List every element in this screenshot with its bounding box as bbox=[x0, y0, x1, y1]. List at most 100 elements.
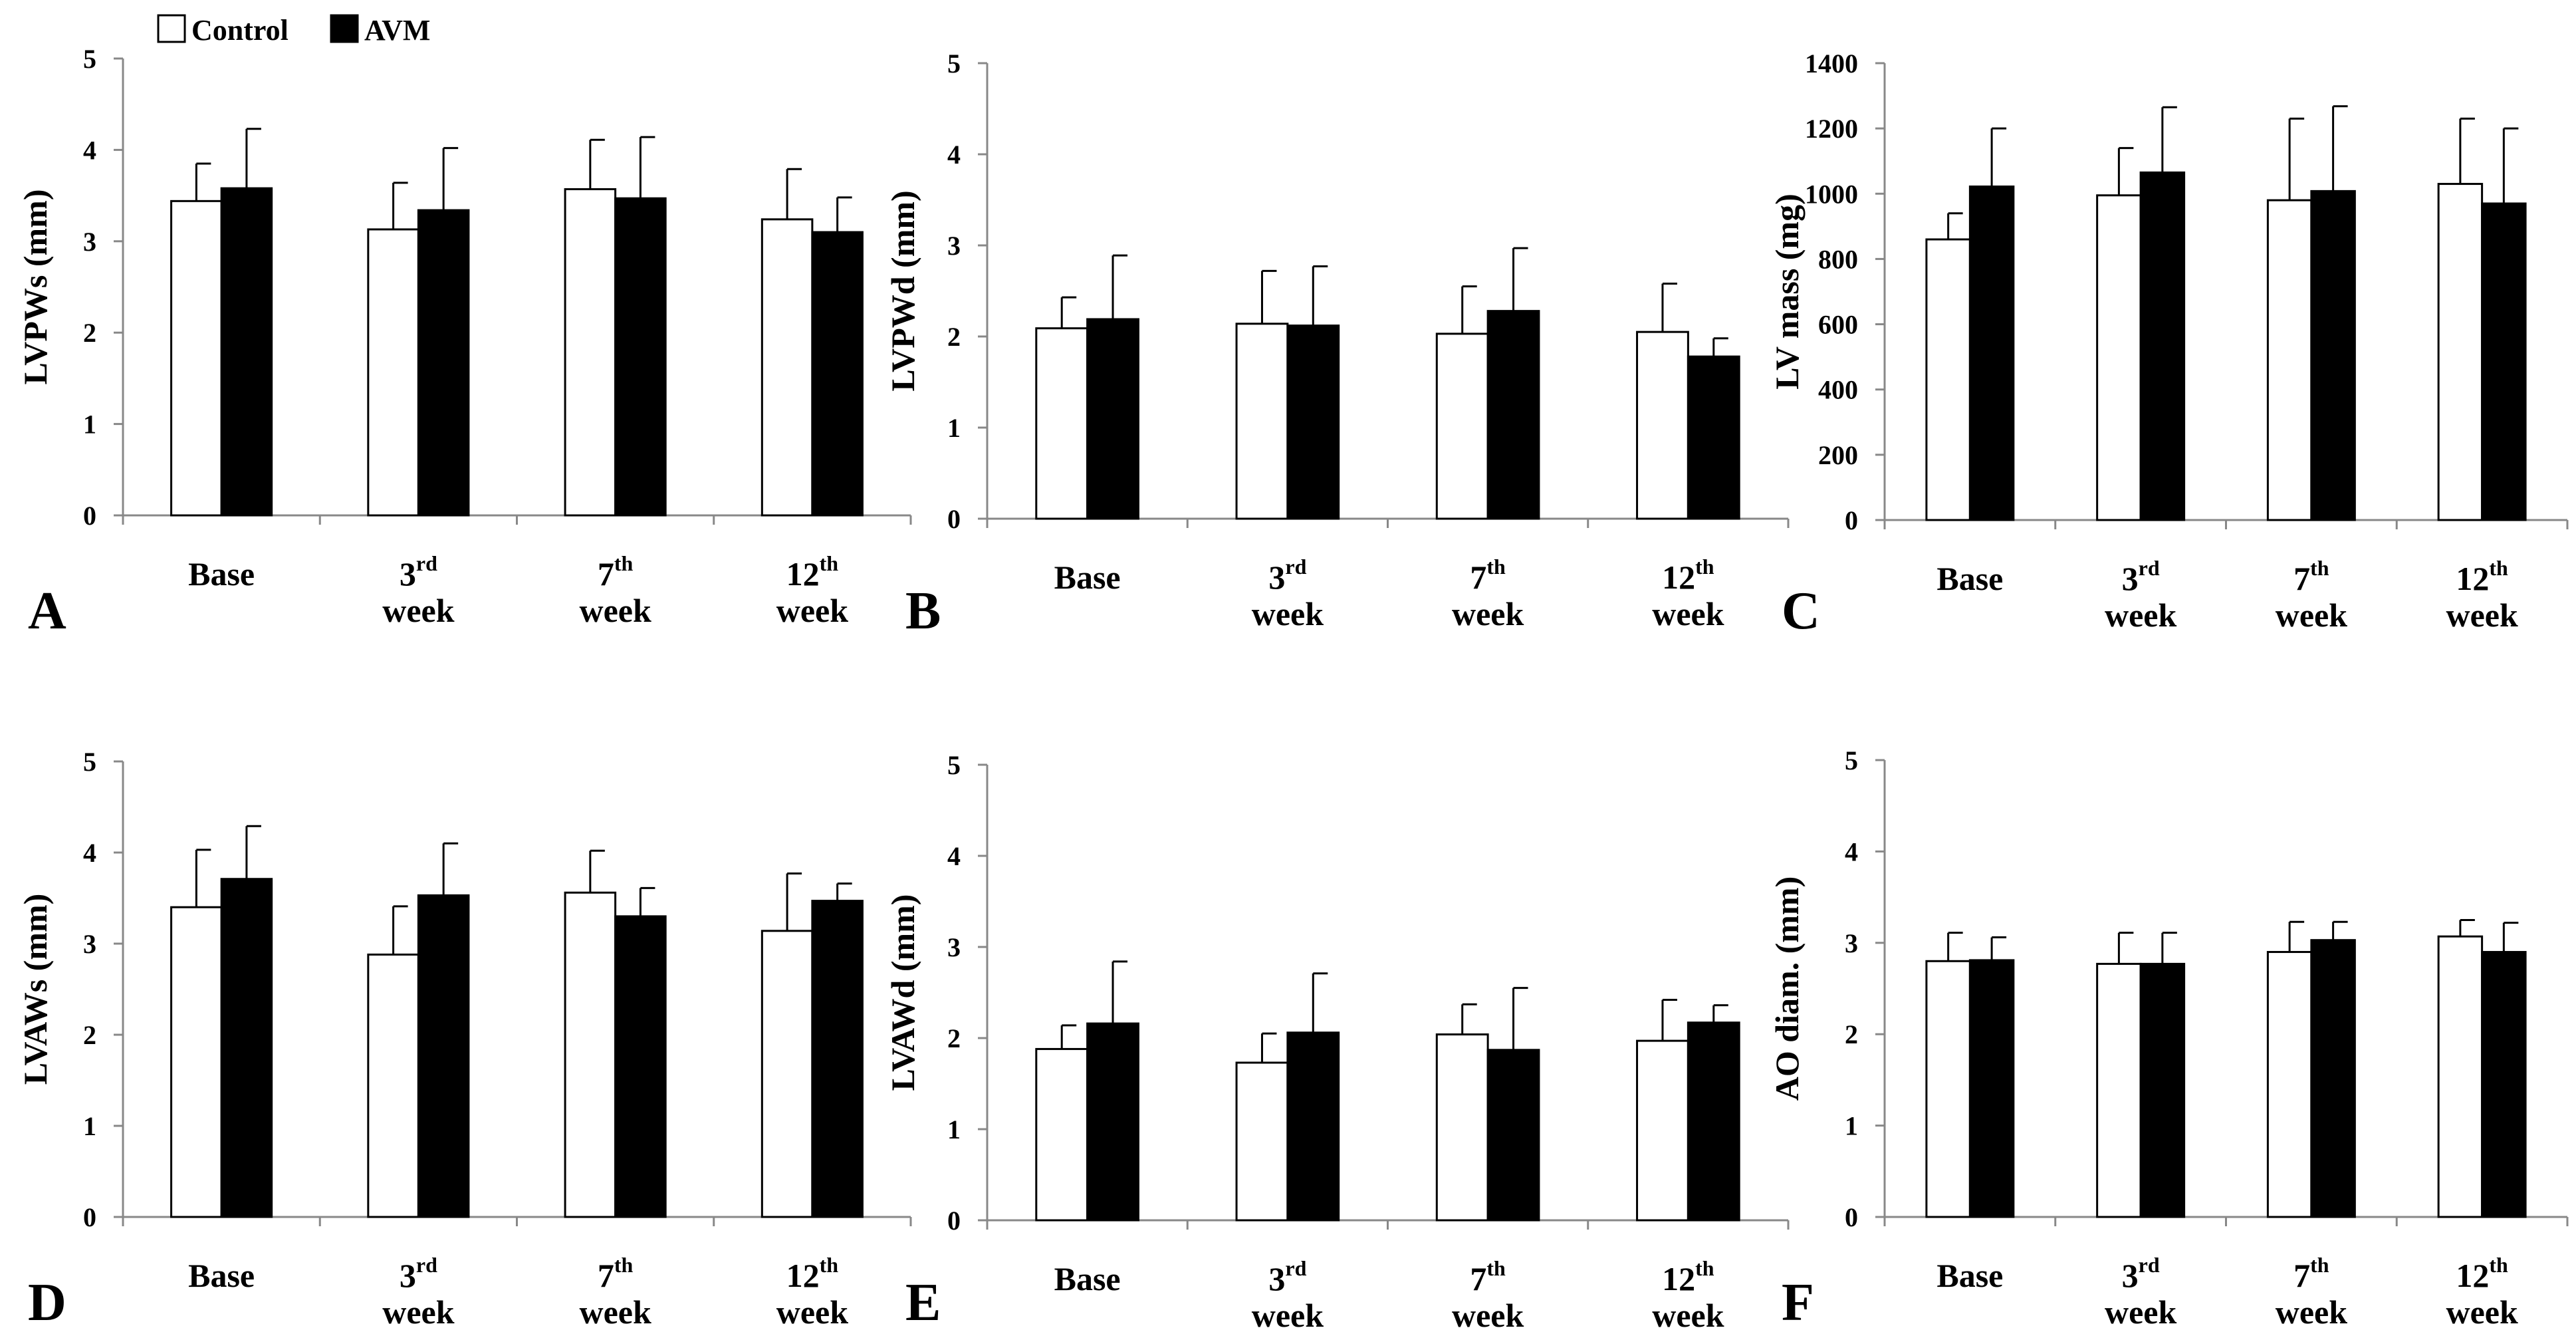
legend-label-avm: AVM bbox=[364, 14, 430, 47]
y-tick-label: 800 bbox=[1818, 244, 1858, 274]
bar-avm bbox=[2481, 951, 2527, 1218]
bar-control bbox=[1925, 960, 1971, 1218]
y-tick-label: 4 bbox=[947, 140, 961, 170]
bar-control bbox=[2437, 935, 2484, 1218]
bar-avm bbox=[417, 209, 470, 517]
y-axis-title: LVAWd (mm) bbox=[884, 894, 921, 1091]
x-category-label: 12th bbox=[786, 551, 839, 593]
bar-avm bbox=[1286, 1031, 1340, 1222]
x-category-label-line2: week bbox=[2276, 597, 2347, 634]
bar-control bbox=[170, 906, 223, 1218]
y-tick-label: 1 bbox=[83, 1111, 96, 1141]
panel-letter: A bbox=[28, 582, 66, 640]
y-tick-label: 2 bbox=[83, 318, 96, 348]
bar-control bbox=[1235, 323, 1289, 520]
bar-avm bbox=[1086, 318, 1139, 520]
y-tick-label: 1 bbox=[83, 410, 96, 440]
bar-control bbox=[2266, 951, 2313, 1218]
bar-avm bbox=[417, 894, 470, 1218]
x-category-label: 3rd bbox=[1268, 555, 1306, 596]
x-category-label: Base bbox=[1054, 559, 1121, 596]
x-category-label: 12th bbox=[2456, 556, 2508, 597]
bar-control bbox=[1435, 1033, 1489, 1222]
x-category-label-line2: week bbox=[382, 1293, 454, 1331]
y-tick-label: 400 bbox=[1818, 375, 1858, 405]
x-category-label: 7th bbox=[598, 551, 634, 593]
x-category-label-line2: week bbox=[776, 592, 848, 629]
x-category-label: Base bbox=[188, 555, 255, 593]
y-axis-title: LV mass (mg) bbox=[1768, 194, 1806, 389]
y-tick-label: 600 bbox=[1818, 310, 1858, 340]
x-category-label: 12th bbox=[1662, 1256, 1714, 1297]
y-tick-label: 1400 bbox=[1805, 49, 1858, 78]
x-category-label-line2: week bbox=[579, 592, 651, 629]
x-category-label: 7th bbox=[2293, 556, 2329, 597]
y-tick-label: 5 bbox=[83, 44, 96, 74]
bar-control bbox=[367, 228, 419, 517]
x-category-label: 12th bbox=[786, 1253, 839, 1294]
x-category-label: 7th bbox=[2293, 1253, 2329, 1294]
y-tick-label: 2 bbox=[947, 1023, 961, 1053]
bar-control bbox=[564, 188, 617, 517]
bar-avm bbox=[1968, 185, 2015, 521]
bar-control bbox=[1035, 327, 1089, 520]
bar-avm bbox=[2310, 939, 2356, 1218]
x-category-label-line2: week bbox=[1252, 595, 1324, 632]
y-tick-label: 5 bbox=[947, 49, 961, 78]
bar-avm bbox=[614, 915, 667, 1218]
bar-avm bbox=[1968, 959, 2015, 1218]
y-tick-label: 5 bbox=[83, 747, 96, 777]
x-category-label-line2: week bbox=[2105, 597, 2176, 634]
bar-control bbox=[761, 218, 814, 517]
y-tick-label: 1200 bbox=[1805, 114, 1858, 144]
y-tick-label: 3 bbox=[947, 932, 961, 962]
y-tick-label: 3 bbox=[947, 231, 961, 261]
bar-control bbox=[564, 891, 617, 1218]
x-category-label-line2: week bbox=[2446, 597, 2517, 634]
bar-avm bbox=[2139, 171, 2186, 521]
x-category-label-line2: week bbox=[2276, 1293, 2347, 1331]
y-tick-label: 2 bbox=[947, 322, 961, 352]
y-tick-label: 0 bbox=[83, 1202, 96, 1232]
legend-swatch-avm bbox=[330, 14, 359, 43]
y-axis-title: AO diam. (mm) bbox=[1768, 876, 1806, 1101]
x-category-label-line2: week bbox=[382, 592, 454, 629]
bar-control bbox=[1925, 238, 1971, 521]
bar-avm bbox=[1086, 1022, 1139, 1222]
y-tick-label: 0 bbox=[947, 1206, 961, 1236]
bar-avm bbox=[220, 878, 273, 1218]
y-tick-label: 3 bbox=[1845, 928, 1858, 958]
bar-control bbox=[2096, 194, 2142, 521]
bar-control bbox=[170, 200, 223, 517]
bar-control bbox=[1435, 333, 1489, 520]
bar-avm bbox=[1687, 1021, 1740, 1222]
bar-control bbox=[1235, 1061, 1289, 1222]
bar-control bbox=[2437, 183, 2484, 521]
x-category-label-line2: week bbox=[1452, 1297, 1524, 1332]
y-tick-label: 0 bbox=[947, 504, 961, 534]
x-category-label: 3rd bbox=[1268, 1256, 1306, 1297]
y-tick-label: 0 bbox=[1845, 505, 1858, 535]
x-category-label: 3rd bbox=[2122, 1253, 2160, 1294]
y-tick-label: 1 bbox=[947, 1115, 961, 1144]
x-category-label: 12th bbox=[1662, 555, 1714, 596]
x-category-label: Base bbox=[188, 1257, 255, 1294]
bar-control bbox=[1035, 1047, 1089, 1222]
bar-avm bbox=[1286, 325, 1340, 520]
x-category-label-line2: week bbox=[1652, 595, 1724, 632]
bar-avm bbox=[2310, 190, 2356, 521]
bar-avm bbox=[2481, 202, 2527, 521]
y-tick-label: 3 bbox=[83, 227, 96, 257]
x-category-label: 12th bbox=[2456, 1253, 2508, 1294]
y-tick-label: 2 bbox=[83, 1020, 96, 1050]
panel-letter: B bbox=[905, 582, 941, 640]
y-tick-label: 4 bbox=[83, 838, 96, 868]
x-category-label-line2: week bbox=[579, 1293, 651, 1331]
x-category-label: Base bbox=[1936, 1257, 2003, 1294]
bar-control bbox=[1636, 331, 1689, 520]
